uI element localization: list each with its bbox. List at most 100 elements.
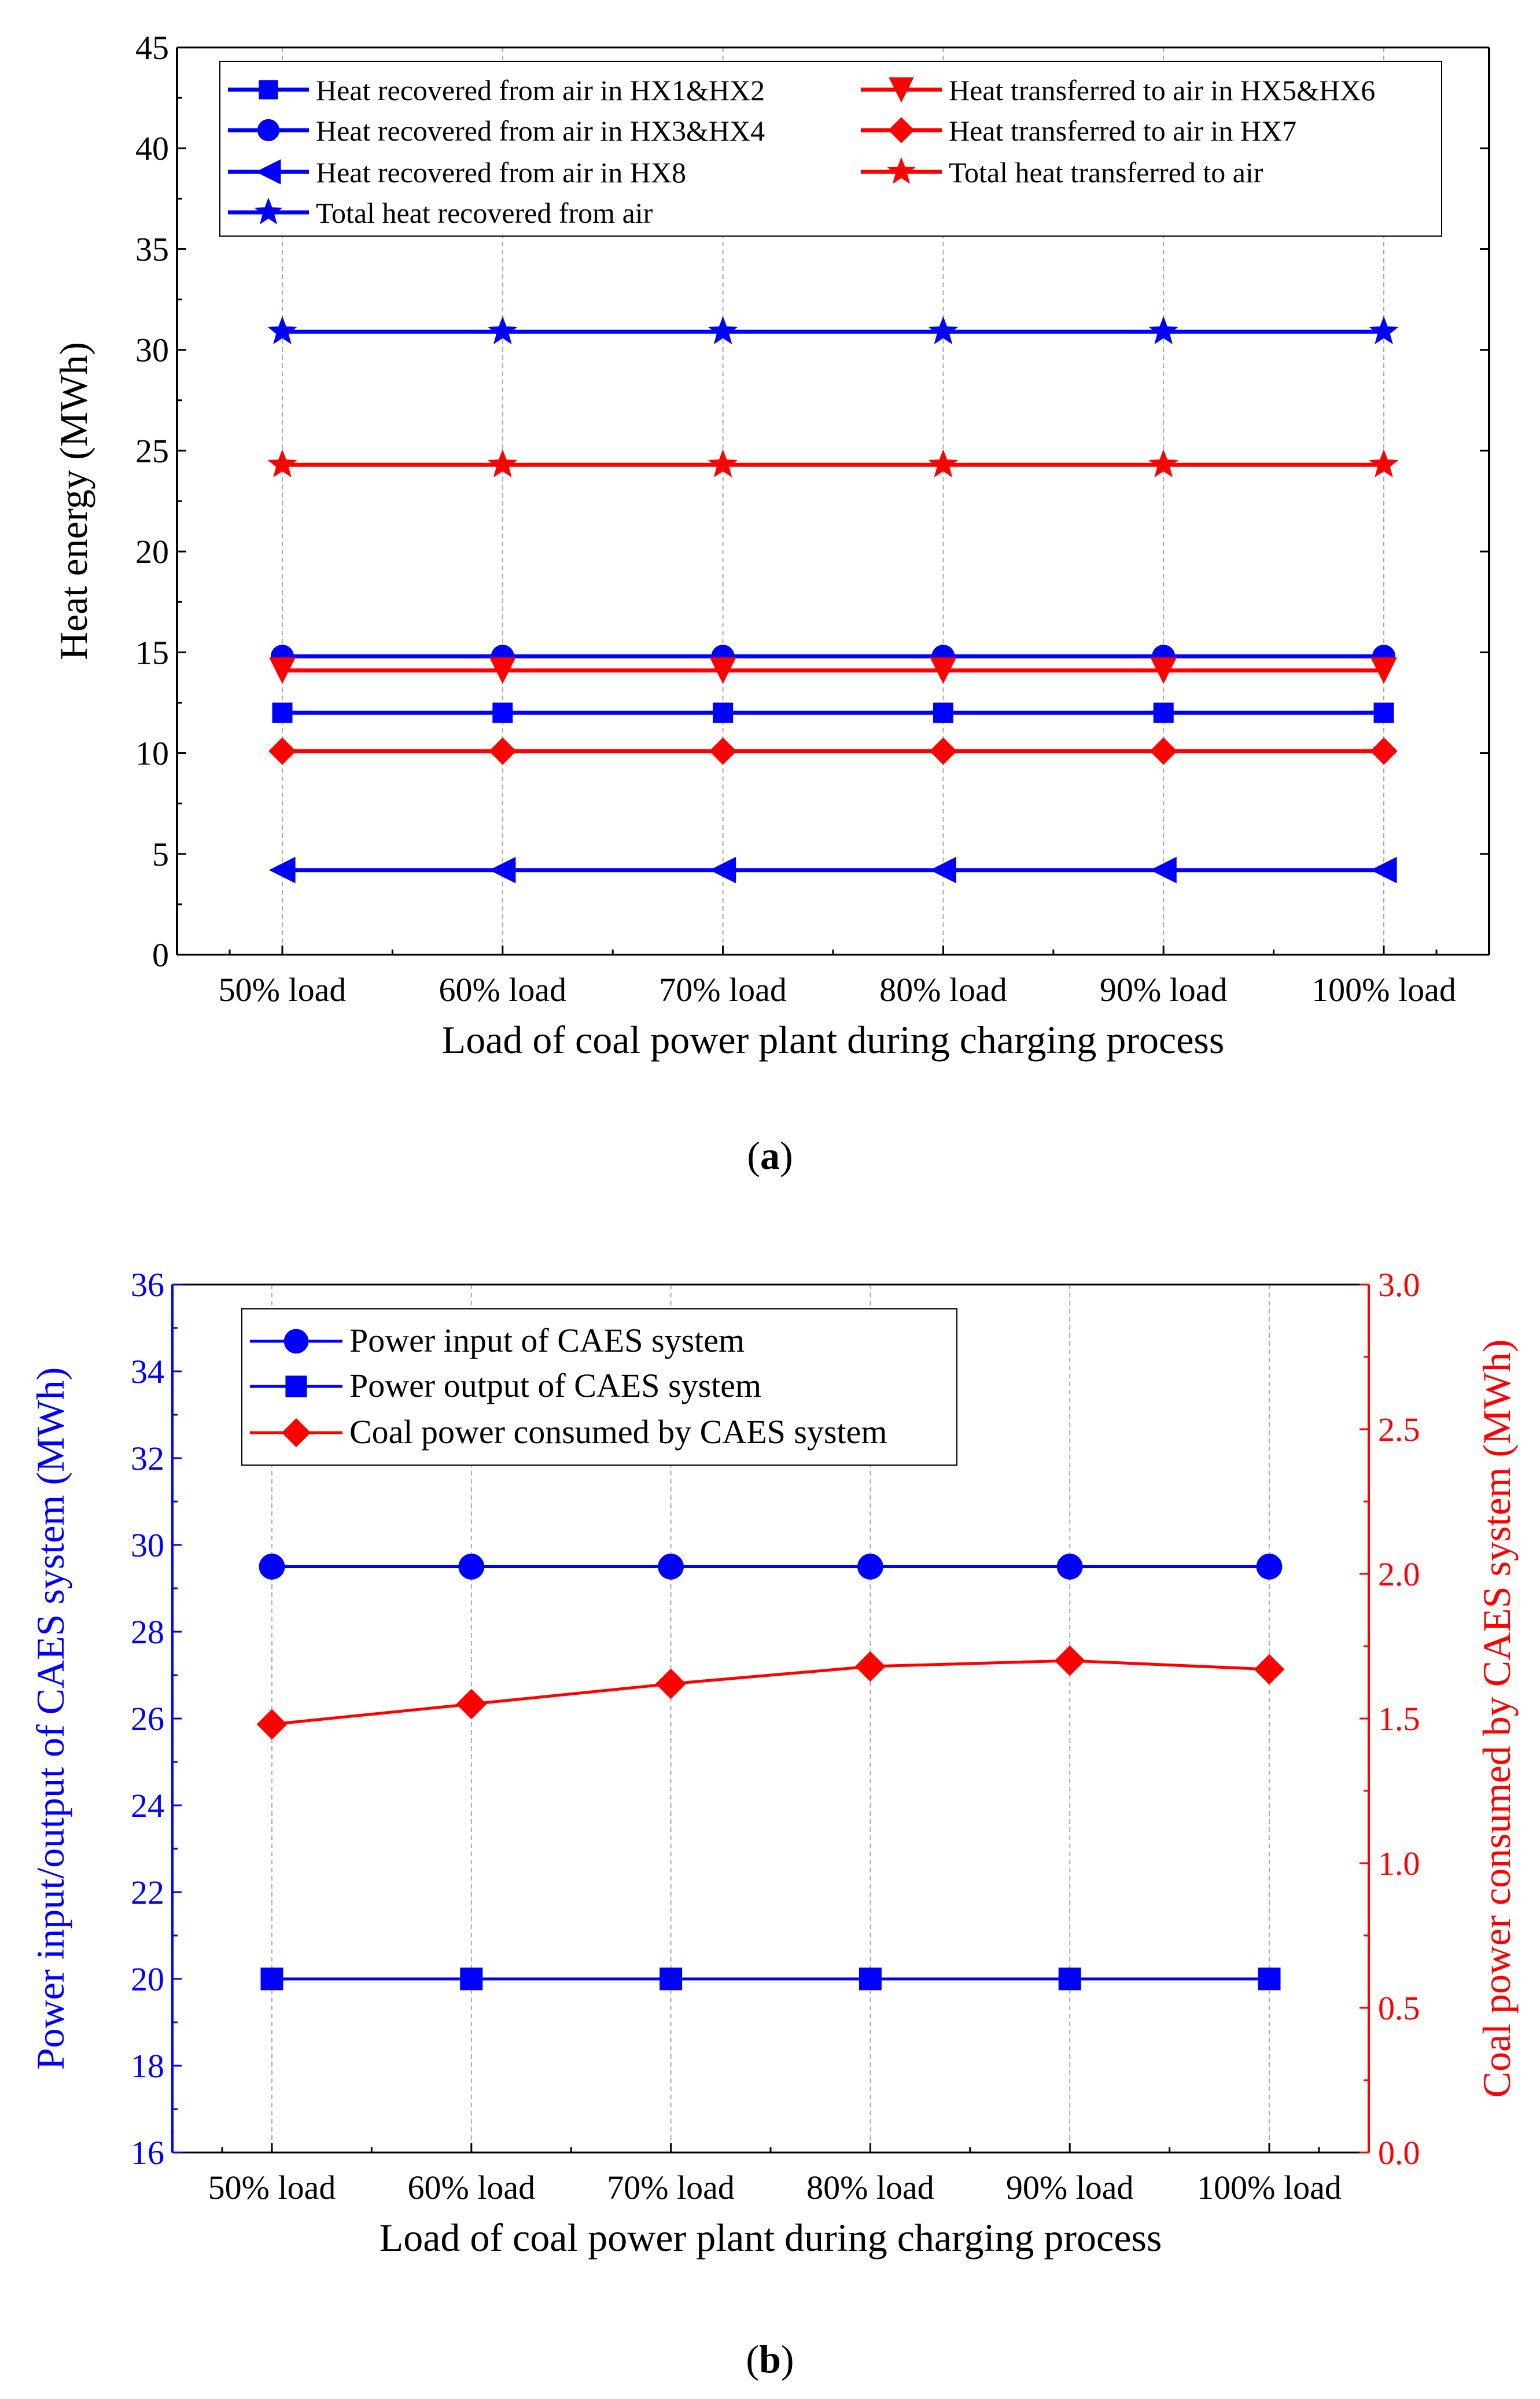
y-tick-label: 40 xyxy=(135,130,169,167)
chart-panel-b: 50% load 60% load 70% load 80% load 90% load… xyxy=(28,1266,1519,2381)
y-tick-label: 20 xyxy=(135,533,169,571)
x-tick-label: 90% load xyxy=(1006,2169,1134,2206)
gridlines xyxy=(282,47,1384,955)
data-point xyxy=(267,449,297,478)
legend-marker xyxy=(257,119,280,142)
x-axis-title: Load of coal power plant during charging… xyxy=(380,2216,1162,2260)
data-point xyxy=(489,737,517,765)
y-tick-label: 24 xyxy=(131,1787,164,1824)
legend-label: Coal power consumed by CAES system xyxy=(349,1413,887,1451)
y-tick-label: 26 xyxy=(131,1700,164,1738)
data-point xyxy=(708,316,738,345)
legend-entry: Heat recovered from air in HX8 xyxy=(228,156,686,189)
legend-entry: Power output of CAES system xyxy=(250,1367,761,1404)
y2-tick-label: 2.0 xyxy=(1378,1555,1420,1593)
x-tick-label: 90% load xyxy=(1100,971,1228,1009)
legend-label: Heat recovered from air in HX8 xyxy=(316,156,686,189)
data-point xyxy=(489,657,516,684)
data-point xyxy=(1254,1654,1285,1685)
y-tick-label: 28 xyxy=(131,1613,164,1651)
y-tick-label: 5 xyxy=(152,836,169,873)
legend: Power input of CAES system Power output o… xyxy=(241,1308,957,1466)
legend-box xyxy=(241,1308,957,1466)
y-tick-label: 15 xyxy=(135,634,169,671)
data-point xyxy=(930,856,956,884)
data-point xyxy=(1369,449,1399,478)
legend-entry: Coal power consumed by CAES system xyxy=(250,1413,887,1451)
data-point xyxy=(1054,1645,1085,1676)
legend-marker xyxy=(254,197,283,225)
data-point xyxy=(256,1709,288,1740)
axes: 50% load 60% load 70% load 80% load 90% load… xyxy=(135,29,1490,1009)
legend-entry: Heat transferred to air in HX7 xyxy=(861,115,1296,147)
series-4 xyxy=(269,657,1397,684)
data-point xyxy=(928,316,959,345)
data-point xyxy=(1150,737,1177,765)
data-point xyxy=(859,1967,882,1990)
data-point xyxy=(260,1967,283,1990)
data-point xyxy=(709,657,736,684)
legend-label: Power input of CAES system xyxy=(349,1322,745,1359)
y-tick-label: 22 xyxy=(131,1874,164,1911)
y-tick-label: 0 xyxy=(152,936,169,974)
x-tick-label: 80% load xyxy=(879,971,1007,1009)
data-point xyxy=(458,1554,485,1580)
data-point xyxy=(456,1688,487,1720)
legend-marker xyxy=(889,77,914,103)
data-point xyxy=(1373,702,1394,723)
data-point xyxy=(1058,1967,1081,1990)
data-point xyxy=(1258,1967,1281,1990)
data-point xyxy=(1150,657,1177,684)
data-point xyxy=(1150,856,1177,884)
panel-caption: (b) xyxy=(746,2337,794,2381)
series-5 xyxy=(268,737,1398,765)
series-1 xyxy=(270,645,1396,668)
y2-tick-label: 1.5 xyxy=(1378,1700,1420,1738)
y2-tick-label: 3.0 xyxy=(1378,1266,1420,1304)
y-tick-label: 10 xyxy=(135,735,169,772)
series-0 xyxy=(272,702,1394,723)
data-point xyxy=(660,1967,683,1990)
data-point xyxy=(709,856,736,884)
x-tick-label: 70% load xyxy=(659,971,787,1009)
data-point xyxy=(713,702,734,723)
data-point xyxy=(929,737,957,765)
y-tick-label: 20 xyxy=(131,1960,164,1998)
y-tick-label: 36 xyxy=(131,1266,164,1304)
data-point xyxy=(1056,1554,1083,1580)
legend-marker xyxy=(283,1329,309,1354)
legend-entry: Total heat recovered from air xyxy=(228,197,653,229)
legend-marker xyxy=(888,117,915,144)
y-tick-label: 16 xyxy=(131,2134,164,2172)
x-tick-label: 100% load xyxy=(1311,971,1456,1009)
legend-entry: Total heat transferred to air xyxy=(861,156,1263,189)
legend-marker xyxy=(281,1418,311,1448)
y-tick-label: 30 xyxy=(135,332,169,369)
x-tick-label: 100% load xyxy=(1197,2169,1342,2206)
y-tick-label: 30 xyxy=(131,1526,164,1564)
data-point xyxy=(709,737,737,765)
data-point xyxy=(708,449,738,478)
legend-entry: Power input of CAES system xyxy=(250,1322,745,1359)
data-point xyxy=(488,316,518,345)
data-point xyxy=(1370,737,1398,765)
legend-label: Heat transferred to air in HX7 xyxy=(949,115,1296,147)
data-point xyxy=(1369,316,1399,345)
data-point xyxy=(489,856,516,884)
legend-entry: Heat recovered from air in HX3&HX4 xyxy=(228,115,765,147)
legend-entry: Heat transferred to air in HX5&HX6 xyxy=(861,74,1375,106)
y-tick-label: 18 xyxy=(131,2047,164,2085)
data-point xyxy=(857,1554,883,1580)
legend-marker xyxy=(285,1375,307,1397)
data-point xyxy=(492,702,513,723)
data-point xyxy=(488,449,518,478)
y2-tick-label: 0.0 xyxy=(1378,2134,1420,2172)
series-2 xyxy=(256,1645,1285,1740)
data-point xyxy=(933,702,953,723)
legend-entry: Heat recovered from air in HX1&HX2 xyxy=(228,74,765,106)
y-tick-label: 25 xyxy=(135,432,169,470)
data-point xyxy=(460,1967,483,1990)
series-0 xyxy=(259,1554,1283,1580)
legend-label: Heat recovered from air in HX3&HX4 xyxy=(316,115,765,147)
y2-tick-label: 2.5 xyxy=(1378,1411,1420,1448)
